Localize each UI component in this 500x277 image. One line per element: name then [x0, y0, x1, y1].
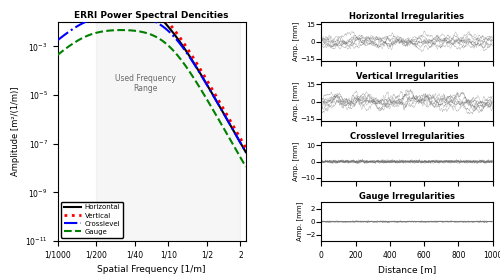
Bar: [96, 22, 240, 241]
Y-axis label: Amplitude [m²/(1/m)]: Amplitude [m²/(1/m)]: [10, 87, 20, 176]
Line: Gauge: Gauge: [58, 30, 246, 167]
Title: Gauge Irregularities: Gauge Irregularities: [359, 193, 455, 201]
Gauge: [138, 30, 143, 33]
Gauge: [74, 40, 80, 43]
Title: Vertical Irregularities: Vertical Irregularities: [356, 72, 458, 81]
Gauge: [202, 94, 207, 97]
X-axis label: Distance [m]: Distance [m]: [378, 265, 436, 274]
Crosslevel: [184, 52, 190, 55]
Y-axis label: Amp. [mm]: Amp. [mm]: [292, 82, 299, 121]
Title: Horizontal Irregularities: Horizontal Irregularities: [350, 12, 465, 21]
Vertical: [184, 46, 190, 49]
Crosslevel: [202, 79, 207, 83]
Gauge: [131, 29, 137, 32]
Crosslevel: [205, 85, 211, 88]
Horizontal: [204, 84, 210, 88]
Crosslevel: [243, 150, 249, 154]
Line: Vertical: Vertical: [58, 0, 246, 148]
Horizontal: [243, 150, 249, 154]
Y-axis label: Amp. [mm]: Amp. [mm]: [296, 202, 304, 241]
X-axis label: Spatial Frequency [1/m]: Spatial Frequency [1/m]: [98, 265, 206, 274]
Y-axis label: Amp. [mm]: Amp. [mm]: [292, 22, 299, 61]
Gauge: [54, 53, 60, 57]
Crosslevel: [54, 39, 60, 42]
Gauge: [205, 99, 211, 103]
Title: Crosslevel Irregularities: Crosslevel Irregularities: [350, 132, 464, 142]
Horizontal: [184, 50, 190, 54]
Vertical: [202, 74, 207, 78]
Crosslevel: [74, 25, 80, 28]
Line: Crosslevel: Crosslevel: [58, 16, 246, 152]
Text: Used Frequency
Range: Used Frequency Range: [114, 74, 176, 93]
Title: ERRI Power Spectral Dencities: ERRI Power Spectral Dencities: [74, 11, 229, 20]
Horizontal: [202, 79, 207, 82]
Vertical: [243, 146, 249, 150]
Gauge: [118, 29, 124, 32]
Vertical: [204, 80, 210, 83]
Gauge: [184, 66, 190, 70]
Legend: Horizontal, Vertical, Crosslevel, Gauge: Horizontal, Vertical, Crosslevel, Gauge: [61, 202, 123, 237]
Crosslevel: [118, 14, 124, 17]
Y-axis label: Amp. [mm]: Amp. [mm]: [292, 142, 299, 181]
Gauge: [243, 165, 249, 168]
Line: Horizontal: Horizontal: [58, 0, 246, 152]
Crosslevel: [138, 15, 143, 19]
Crosslevel: [131, 14, 137, 18]
